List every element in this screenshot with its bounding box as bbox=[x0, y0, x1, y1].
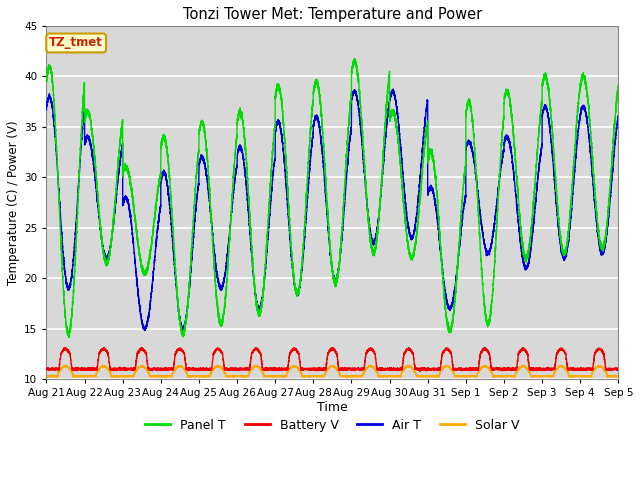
Air T bbox=[449, 300, 456, 305]
Solar V bbox=[213, 362, 221, 368]
X-axis label: Time: Time bbox=[317, 401, 348, 414]
Air T bbox=[484, 250, 492, 256]
Title: Tonzi Tower Met: Temperature and Power: Tonzi Tower Met: Temperature and Power bbox=[183, 7, 482, 22]
Air T bbox=[400, 183, 408, 189]
Solar V bbox=[400, 367, 408, 372]
Battery V bbox=[548, 366, 556, 372]
Legend: Panel T, Battery V, Air T, Solar V: Panel T, Battery V, Air T, Solar V bbox=[140, 413, 524, 436]
Panel T bbox=[614, 84, 622, 90]
Panel T bbox=[484, 320, 492, 325]
Air T bbox=[389, 86, 397, 92]
Battery V bbox=[67, 355, 74, 361]
Panel T bbox=[400, 202, 408, 208]
Air T bbox=[42, 107, 50, 113]
Solar V bbox=[42, 374, 50, 380]
Line: Panel T: Panel T bbox=[46, 59, 618, 337]
Air T bbox=[179, 328, 187, 334]
Solar V bbox=[67, 368, 74, 373]
Solar V bbox=[152, 373, 159, 379]
Solar V bbox=[490, 374, 497, 380]
Solar V bbox=[484, 364, 492, 370]
Line: Air T: Air T bbox=[46, 89, 618, 331]
Panel T bbox=[67, 326, 74, 332]
Panel T bbox=[65, 335, 73, 340]
Panel T bbox=[351, 56, 358, 61]
Panel T bbox=[42, 77, 50, 83]
Battery V bbox=[449, 361, 456, 367]
Air T bbox=[67, 280, 74, 286]
Text: TZ_tmet: TZ_tmet bbox=[49, 36, 103, 49]
Air T bbox=[152, 244, 159, 250]
Battery V bbox=[417, 369, 424, 374]
Solar V bbox=[548, 373, 556, 379]
Panel T bbox=[449, 318, 456, 324]
Battery V bbox=[60, 345, 68, 350]
Air T bbox=[548, 156, 556, 161]
Line: Battery V: Battery V bbox=[46, 348, 618, 372]
Battery V bbox=[42, 367, 50, 372]
Solar V bbox=[614, 373, 622, 379]
Solar V bbox=[449, 368, 456, 374]
Battery V bbox=[614, 366, 622, 372]
Panel T bbox=[548, 130, 556, 136]
Air T bbox=[614, 113, 622, 119]
Panel T bbox=[152, 202, 160, 207]
Battery V bbox=[400, 353, 408, 359]
Battery V bbox=[152, 366, 160, 372]
Battery V bbox=[484, 348, 492, 354]
Line: Solar V: Solar V bbox=[46, 365, 618, 377]
Y-axis label: Temperature (C) / Power (V): Temperature (C) / Power (V) bbox=[7, 120, 20, 285]
